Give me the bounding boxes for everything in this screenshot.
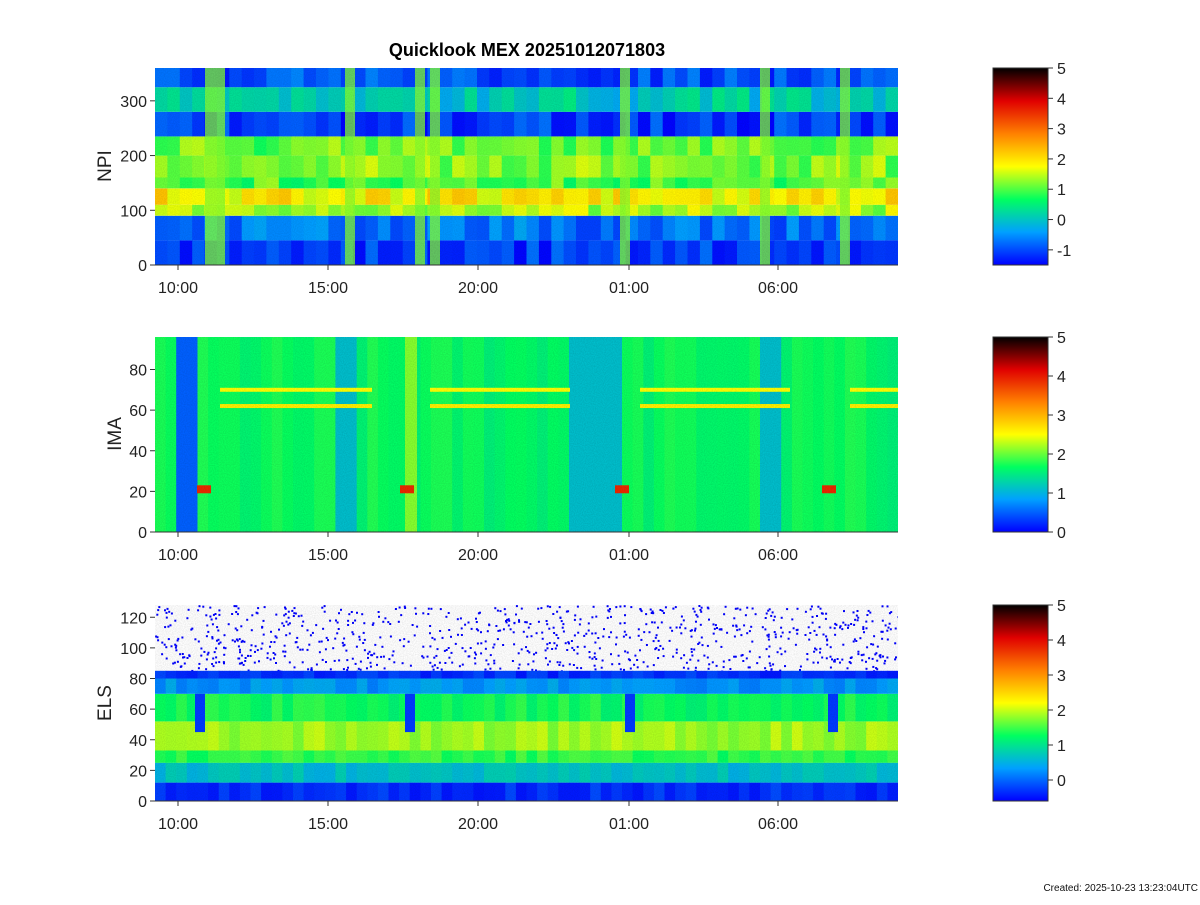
colorbar-tick-label: 5 [1057,598,1066,615]
colorbar-tick-label: -1 [1057,243,1071,260]
npi-spectrogram [155,68,898,265]
x-tick-label: 20:00 [458,547,498,564]
figure-title: Quicklook MEX 20251012071803 [389,40,665,60]
els-y-label: ELS [95,685,116,721]
y-tick-label: 60 [129,403,147,420]
x-tick-label: 06:00 [758,547,798,564]
y-tick-label: 40 [129,444,147,461]
x-tick-label: 01:00 [609,547,649,564]
colorbar-scale [992,67,1049,266]
y-tick-label: 20 [129,763,147,780]
x-tick-label: 10:00 [158,547,198,564]
colorbar-tick-label: 2 [1057,447,1066,464]
els-y-ticks: 0 20 40 60 80 100 120 [120,610,155,811]
colorbar-tick-label: 5 [1057,61,1066,78]
els-colorbar: 0 1 2 3 4 5 [992,598,1066,802]
x-tick-label: 06:00 [758,280,798,297]
y-tick-label: 300 [120,94,147,111]
colorbar-tick-label: 0 [1057,525,1066,542]
els-x-ticks: 10:00 15:00 20:00 01:00 06:00 [158,801,798,833]
y-tick-label: 120 [120,610,147,627]
y-tick-label: 0 [138,258,147,275]
els-spectrogram [155,605,898,801]
y-tick-label: 60 [129,702,147,719]
y-tick-label: 0 [138,525,147,542]
ima-spectrogram [155,337,898,532]
x-tick-label: 10:00 [158,280,198,297]
colorbar-tick-label: 5 [1057,330,1066,347]
created-timestamp: Created: 2025-10-23 13:23:04UTC [1043,883,1198,894]
y-tick-label: 40 [129,733,147,750]
x-tick-label: 20:00 [458,280,498,297]
colorbar-tick-label: 4 [1057,633,1066,650]
colorbar-tick-label: 4 [1057,369,1066,386]
colorbar-scale [992,604,1049,802]
colorbar-tick-label: 3 [1057,668,1066,685]
colorbar-tick-label: 2 [1057,703,1066,720]
npi-colorbar: -1 0 1 2 3 4 5 [992,61,1071,266]
colorbar-scale [992,336,1049,533]
ima-y-label: IMA [105,417,126,451]
colorbar-tick-label: 1 [1057,182,1066,199]
y-tick-label: 80 [129,672,147,689]
y-tick-label: 80 [129,363,147,380]
npi-y-ticks: 0 100 200 300 [120,94,155,275]
colorbar-tick-label: 2 [1057,152,1066,169]
npi-y-label: NPI [95,150,116,182]
colorbar-tick-label: 3 [1057,408,1066,425]
y-tick-label: 100 [120,203,147,220]
colorbar-tick-label: 1 [1057,486,1066,503]
x-tick-label: 10:00 [158,816,198,833]
ima-y-ticks: 0 20 40 60 80 [129,363,155,542]
x-tick-label: 15:00 [308,280,348,297]
y-tick-label: 0 [138,794,147,811]
ima-x-ticks: 10:00 15:00 20:00 01:00 06:00 [158,532,798,564]
x-tick-label: 15:00 [308,816,348,833]
x-tick-label: 01:00 [609,280,649,297]
x-tick-label: 01:00 [609,816,649,833]
colorbar-tick-label: 0 [1057,213,1066,230]
y-tick-label: 20 [129,484,147,501]
colorbar-tick-label: 3 [1057,122,1066,139]
npi-x-ticks: 10:00 15:00 20:00 01:00 06:00 [158,265,798,297]
x-tick-label: 15:00 [308,547,348,564]
x-tick-label: 06:00 [758,816,798,833]
colorbar-tick-label: 4 [1057,91,1066,108]
y-tick-label: 200 [120,149,147,166]
ima-colorbar: 0 1 2 3 4 5 [992,330,1066,542]
panel-npi: 0 100 200 300 10:00 15:00 20:00 01:00 06:00 NPI… [95,61,1071,297]
y-tick-label: 100 [120,641,147,658]
colorbar-tick-label: 1 [1057,738,1066,755]
colorbar-tick-label: 0 [1057,773,1066,790]
x-tick-label: 20:00 [458,816,498,833]
